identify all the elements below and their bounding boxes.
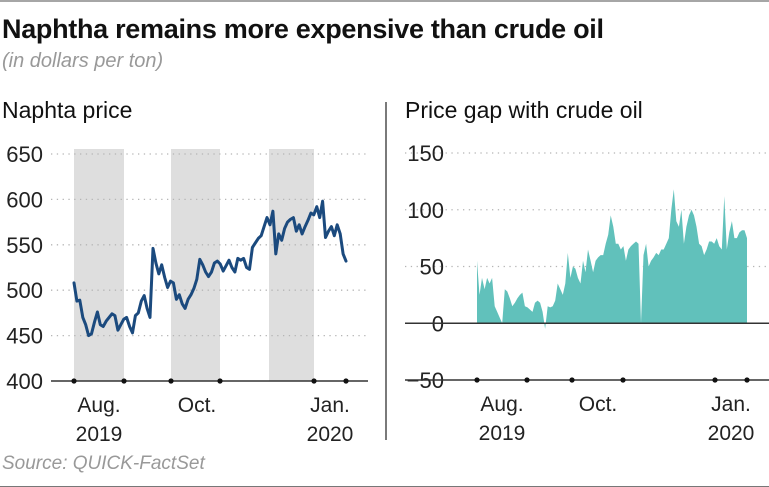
- chart-title: Naphtha remains more expensive than crud…: [2, 14, 604, 44]
- x-tick-dot: [168, 378, 174, 384]
- x-tick-label-year: 2019: [76, 423, 123, 446]
- month-band: [171, 149, 220, 381]
- x-tick-label: Oct.: [178, 394, 217, 417]
- y-tick-label: 400: [6, 369, 43, 394]
- x-tick-dot: [474, 377, 480, 383]
- x-tick-label: Jan.: [711, 393, 751, 416]
- x-tick-label-year: 2020: [708, 422, 755, 445]
- y-tick-label: 500: [6, 278, 43, 303]
- x-tick-label: Aug.: [77, 394, 120, 417]
- right-x-tick-labels: Aug. 2019 Oct. Jan. 2020: [479, 393, 755, 445]
- month-band: [74, 149, 124, 381]
- y-tick-label: 150: [407, 141, 444, 166]
- y-tick-label: 550: [6, 233, 43, 258]
- y-tick-label: 50: [420, 255, 444, 280]
- x-tick-dot: [744, 377, 750, 383]
- chart-subtitle: (in dollars per ton): [2, 50, 164, 72]
- left-panel-title: Naphta price: [2, 97, 132, 123]
- price-line: [72, 199, 348, 338]
- y-tick-label: 450: [6, 324, 43, 349]
- x-tick-label-year: 2020: [307, 423, 354, 446]
- x-tick-label: Oct.: [579, 393, 618, 416]
- x-tick-dot: [569, 377, 575, 383]
- right-plot: [405, 189, 769, 329]
- x-tick-dot: [343, 378, 349, 384]
- month-band: [269, 149, 314, 381]
- right-x-axis: [405, 377, 769, 383]
- x-tick-dot: [712, 377, 718, 383]
- x-tick-dot: [217, 378, 223, 384]
- source-note: Source: QUICK-FactSet: [2, 453, 205, 474]
- x-tick-dot: [524, 377, 530, 383]
- y-tick-label: 600: [6, 187, 43, 212]
- x-tick-dot: [121, 378, 127, 384]
- x-tick-dot: [71, 378, 77, 384]
- x-tick-label: Aug.: [480, 393, 523, 416]
- y-tick-label: 650: [6, 142, 43, 167]
- x-tick-label: Jan.: [310, 394, 350, 417]
- right-panel-title: Price gap with crude oil: [405, 97, 643, 123]
- left-plot: [72, 199, 348, 338]
- top-rule: [0, 0, 769, 2]
- y-tick-label: 100: [407, 198, 444, 223]
- left-y-tick-labels: 400 450 500 550 600 650: [6, 142, 43, 394]
- gap-area: [477, 189, 747, 329]
- left-x-axis: [51, 378, 368, 384]
- left-gridlines: [51, 153, 368, 337]
- x-tick-label-year: 2019: [479, 422, 526, 445]
- x-tick-dot: [620, 377, 626, 383]
- x-tick-dot: [311, 378, 317, 384]
- left-shaded-bands: [74, 149, 314, 381]
- left-x-tick-labels: Aug. 2019 Oct. Jan. 2020: [76, 394, 354, 446]
